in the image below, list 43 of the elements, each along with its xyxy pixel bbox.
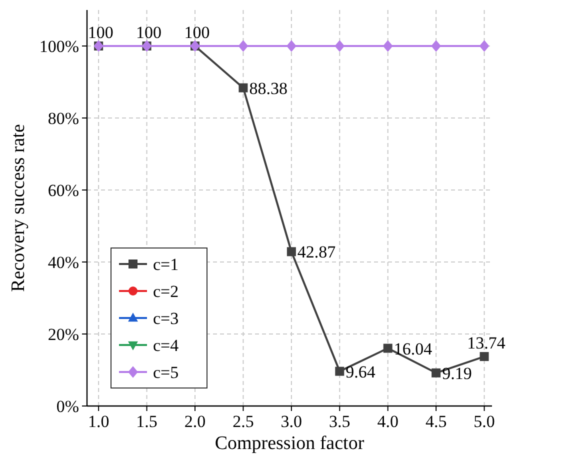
- legend-label: c=1: [153, 255, 179, 274]
- y-tick-label: 60%: [48, 181, 79, 200]
- data-label: 9.64: [346, 362, 376, 382]
- point: [480, 352, 489, 362]
- legend-label: c=3: [153, 309, 179, 328]
- y-tick-label: 0%: [56, 397, 79, 416]
- point: [382, 40, 393, 52]
- x-tick-label: 1.5: [136, 412, 158, 431]
- x-tick-label: 3.0: [280, 412, 302, 431]
- point: [334, 40, 345, 52]
- x-tick-label: 4.0: [377, 412, 398, 431]
- point: [479, 40, 490, 52]
- x-tick-label: 2.0: [184, 412, 206, 431]
- y-axis-title: Recovery success rate: [8, 124, 29, 292]
- point: [238, 40, 248, 52]
- data-label: 100: [136, 23, 162, 42]
- x-axis-title: Compression factor: [214, 433, 365, 454]
- legend-label: c=2: [153, 282, 179, 301]
- point: [286, 247, 296, 256]
- x-tick-label: 1.0: [88, 412, 110, 431]
- data-label: 42.87: [297, 242, 336, 262]
- point: [431, 40, 442, 52]
- data-label: 100: [88, 23, 114, 42]
- point: [286, 40, 296, 52]
- data-label: 100: [184, 23, 210, 42]
- legend-label: c=4: [153, 336, 180, 355]
- y-tick-label: 20%: [48, 325, 79, 344]
- data-label: 16.04: [394, 339, 433, 358]
- data-label: 9.19: [442, 364, 472, 383]
- data-label: 88.38: [249, 78, 288, 98]
- point: [383, 344, 392, 353]
- y-tick-label: 40%: [48, 253, 79, 272]
- x-tick-label: 5.0: [474, 412, 495, 431]
- point: [238, 83, 248, 92]
- y-tick-label: 100%: [39, 37, 79, 56]
- x-tick-label: 2.5: [232, 412, 254, 431]
- x-tick-label: 3.5: [329, 412, 350, 431]
- x-tick-label: 4.5: [425, 412, 447, 431]
- y-tick-label: 80%: [48, 109, 79, 128]
- legend-label: c=5: [153, 363, 179, 382]
- point: [432, 368, 441, 378]
- data-label: 13.74: [467, 334, 506, 353]
- point: [335, 366, 344, 376]
